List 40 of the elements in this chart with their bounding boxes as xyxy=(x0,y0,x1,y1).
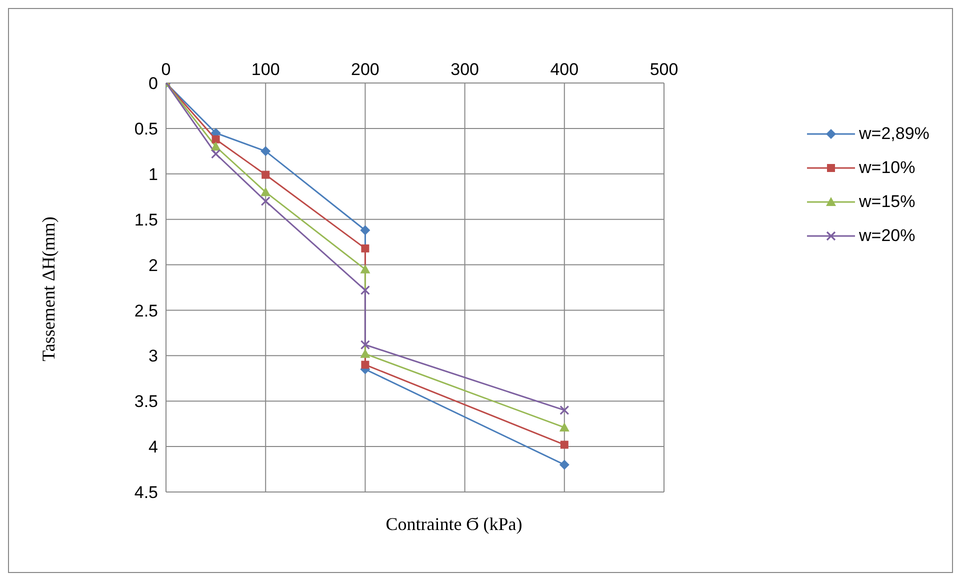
legend-label: w=2,89% xyxy=(859,124,930,144)
y-tick-label: 0.5 xyxy=(134,119,158,138)
point xyxy=(360,340,370,350)
point xyxy=(262,170,270,179)
point xyxy=(560,405,570,415)
point xyxy=(559,422,570,432)
legend-label: w=20% xyxy=(859,226,916,246)
point xyxy=(260,187,271,196)
x-tick-label: 200 xyxy=(351,60,380,79)
point xyxy=(360,264,370,274)
y-tick-label: 3 xyxy=(148,346,158,366)
point xyxy=(360,285,370,296)
y-tick-label: 1.5 xyxy=(134,210,158,230)
point xyxy=(360,348,370,358)
y-tick-label: 0 xyxy=(148,74,158,94)
y-tick-label: 1 xyxy=(148,164,158,184)
y-tick-label: 4.5 xyxy=(134,483,158,502)
point xyxy=(212,135,220,144)
point xyxy=(361,244,370,252)
y-axis-title: Tassement ΔH(mm) xyxy=(38,216,60,362)
y-tick-label: 4 xyxy=(148,438,158,457)
point xyxy=(260,196,270,206)
x-tick-label: 500 xyxy=(650,60,678,79)
y-tick-label: 2.5 xyxy=(134,301,158,320)
point xyxy=(560,440,568,449)
x-tick-label: 400 xyxy=(550,60,579,79)
point xyxy=(361,360,370,369)
x-tick-label: 100 xyxy=(251,60,280,79)
point xyxy=(360,225,370,236)
y-tick-label: 2 xyxy=(148,256,158,275)
x-tick-label: 300 xyxy=(450,60,479,79)
point xyxy=(211,149,221,159)
y-tick-label: 3.5 xyxy=(134,392,158,412)
x-axis-title: Contrainte Ϭ (kPa) xyxy=(384,514,524,535)
point xyxy=(559,460,570,470)
x-tick-label: 0 xyxy=(161,60,171,79)
point xyxy=(210,142,221,151)
legend-label: w=10% xyxy=(859,158,916,178)
point xyxy=(260,146,271,156)
legend-label: w=15% xyxy=(859,192,916,212)
